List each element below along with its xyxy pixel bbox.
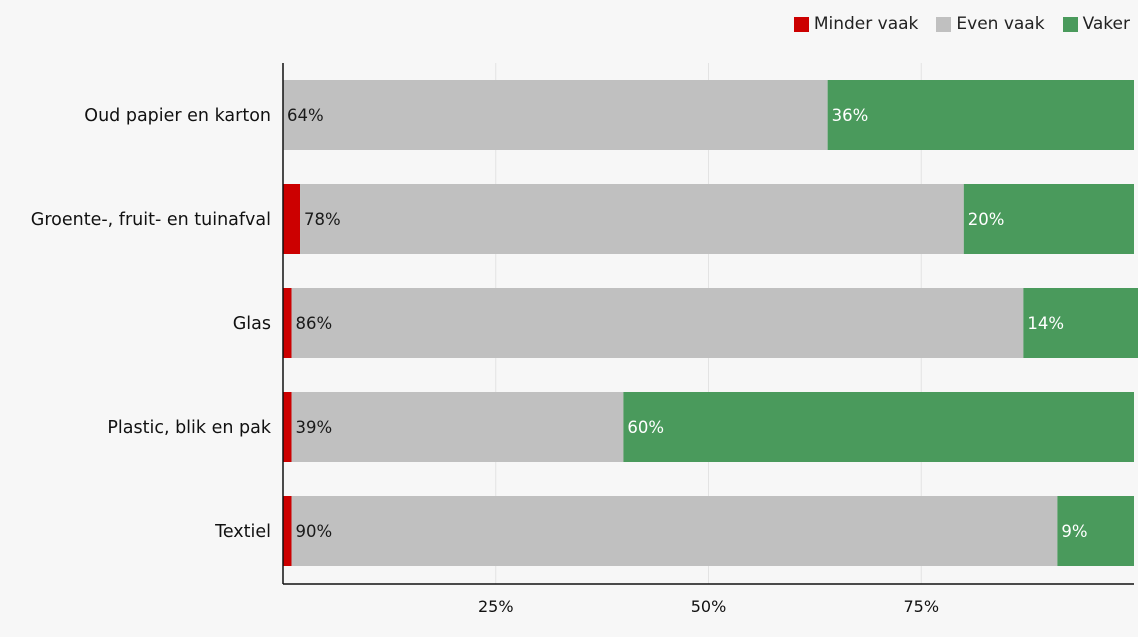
legend-label-minder-vaak: Minder vaak bbox=[813, 14, 919, 34]
bar-0-series-1 bbox=[283, 80, 828, 150]
data-label-4-series-2: 9% bbox=[1061, 522, 1087, 541]
bar-2-series-2 bbox=[1023, 288, 1138, 358]
data-label-4-series-1: 90% bbox=[296, 522, 333, 541]
data-label-2-series-2: 14% bbox=[1027, 314, 1064, 333]
bar-3-series-0 bbox=[283, 392, 292, 462]
bar-4-series-0 bbox=[283, 496, 292, 566]
bar-4-series-2 bbox=[1057, 496, 1134, 566]
bar-0-series-2 bbox=[827, 80, 1134, 150]
bar-3-series-2 bbox=[623, 392, 1134, 462]
bar-2-series-0 bbox=[283, 288, 292, 358]
bar-1-series-2 bbox=[963, 184, 1134, 254]
data-label-2-series-1: 86% bbox=[296, 314, 333, 333]
data-label-1-series-2: 20% bbox=[968, 210, 1005, 229]
data-label-3-series-2: 60% bbox=[627, 418, 664, 437]
bar-1-series-1 bbox=[300, 184, 964, 254]
bar-2-series-1 bbox=[291, 288, 1024, 358]
x-tick-label-1: 50% bbox=[691, 597, 727, 616]
legend-swatch-minder-vaak bbox=[793, 16, 809, 32]
category-label-3: Plastic, blik en pak bbox=[107, 418, 272, 438]
legend-swatch-vaker bbox=[1062, 16, 1078, 32]
category-label-0: Oud papier en karton bbox=[84, 106, 271, 126]
category-label-2: Glas bbox=[233, 314, 271, 334]
bar-3-series-1 bbox=[291, 392, 624, 462]
category-label-4: Textiel bbox=[214, 522, 271, 542]
bar-1-series-0 bbox=[283, 184, 301, 254]
legend-item-even-vaak: Even vaak bbox=[936, 14, 1045, 34]
data-label-0-series-2: 36% bbox=[832, 106, 869, 125]
legend-item-vaker: Vaker bbox=[1062, 14, 1130, 34]
legend-label-vaker: Vaker bbox=[1082, 14, 1130, 34]
chart-legend: Minder vaak Even vaak Vaker bbox=[793, 14, 1130, 34]
legend-label-even-vaak: Even vaak bbox=[956, 14, 1045, 34]
legend-swatch-even-vaak bbox=[936, 16, 952, 32]
data-label-1-series-1: 78% bbox=[304, 210, 341, 229]
x-tick-label-2: 75% bbox=[903, 597, 939, 616]
data-label-0-series-1: 64% bbox=[287, 106, 324, 125]
category-label-1: Groente-, fruit- en tuinafval bbox=[31, 210, 271, 230]
legend-item-minder-vaak: Minder vaak bbox=[793, 14, 919, 34]
x-tick-label-0: 25% bbox=[478, 597, 514, 616]
bar-4-series-1 bbox=[291, 496, 1058, 566]
data-label-3-series-1: 39% bbox=[296, 418, 333, 437]
